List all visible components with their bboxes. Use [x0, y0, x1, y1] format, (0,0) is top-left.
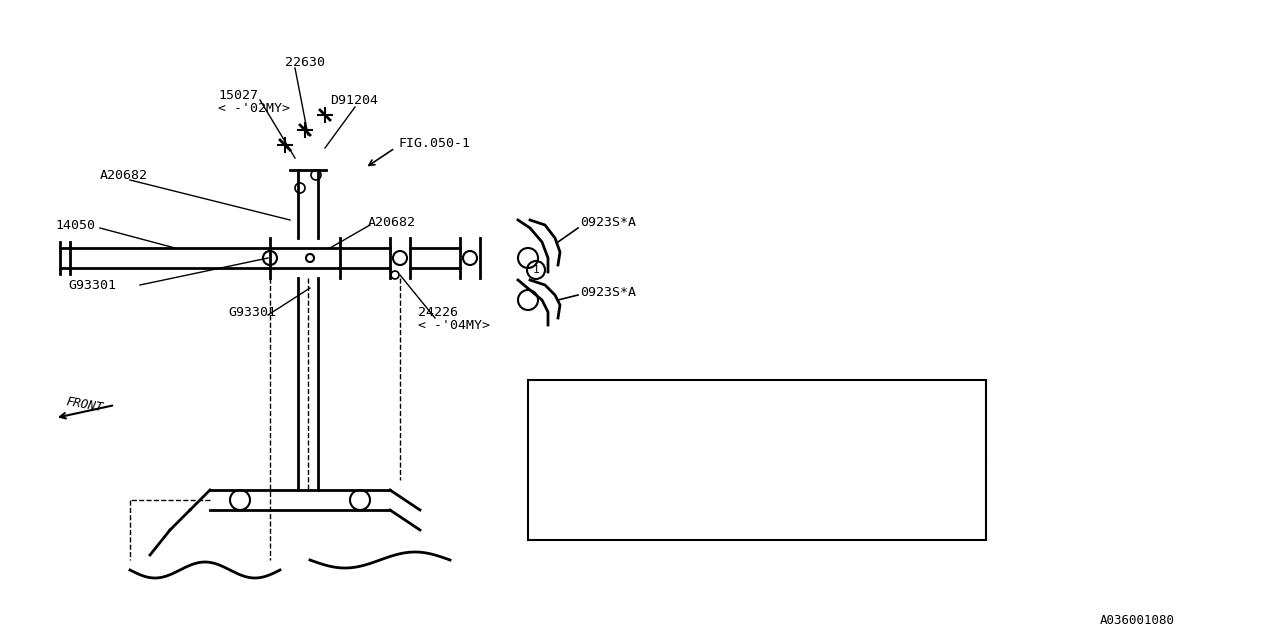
- Text: < -'04MY>: < -'04MY>: [419, 319, 490, 332]
- Text: >: >: [666, 486, 673, 499]
- Text: 14050: 14050: [55, 218, 95, 232]
- Text: FIG.050-1: FIG.050-1: [398, 136, 470, 150]
- Text: 22630: 22630: [285, 56, 325, 68]
- Text: 99071: 99071: [814, 461, 851, 474]
- Text: D91204: D91204: [330, 93, 378, 106]
- Text: G93301: G93301: [228, 305, 276, 319]
- Text: -'03MY>: -'03MY>: [600, 390, 653, 403]
- Text: <: <: [561, 390, 568, 403]
- Text: <ALL>: <ALL>: [724, 390, 762, 403]
- Text: H907342: H907342: [806, 445, 859, 458]
- Text: 0923S*A: 0923S*A: [580, 285, 636, 298]
- Text: <'05MY-: <'05MY-: [561, 486, 613, 499]
- Text: <ALL>: <ALL>: [724, 486, 762, 499]
- Text: (0310-: (0310-: [901, 461, 946, 474]
- Text: 1: 1: [532, 265, 539, 275]
- Text: G93301: G93301: [68, 278, 116, 291]
- Text: <C0,UT,U6>: <C0,UT,U6>: [705, 422, 781, 435]
- Text: H607191: H607191: [806, 390, 859, 403]
- Bar: [529, 380, 986, 540]
- Text: <'04MY-'04MY>: <'04MY-'04MY>: [577, 454, 675, 467]
- Text: >: >: [936, 461, 943, 474]
- Text: A20682: A20682: [369, 216, 416, 228]
- Text: < -'02MY>: < -'02MY>: [218, 102, 291, 115]
- Text: H607191: H607191: [806, 486, 859, 499]
- Text: (: (: [901, 445, 909, 458]
- Text: <U5>: <U5>: [728, 454, 758, 467]
- Text: -0309>: -0309>: [904, 445, 948, 458]
- Text: A036001080: A036001080: [1100, 614, 1175, 627]
- Text: 0923S*A: 0923S*A: [580, 216, 636, 228]
- Text: FRONT: FRONT: [65, 396, 104, 415]
- Text: 15027: 15027: [218, 88, 259, 102]
- Text: H607191: H607191: [806, 422, 859, 435]
- Text: 24226: 24226: [419, 305, 458, 319]
- Text: 1: 1: [539, 454, 545, 467]
- Text: A20682: A20682: [100, 168, 148, 182]
